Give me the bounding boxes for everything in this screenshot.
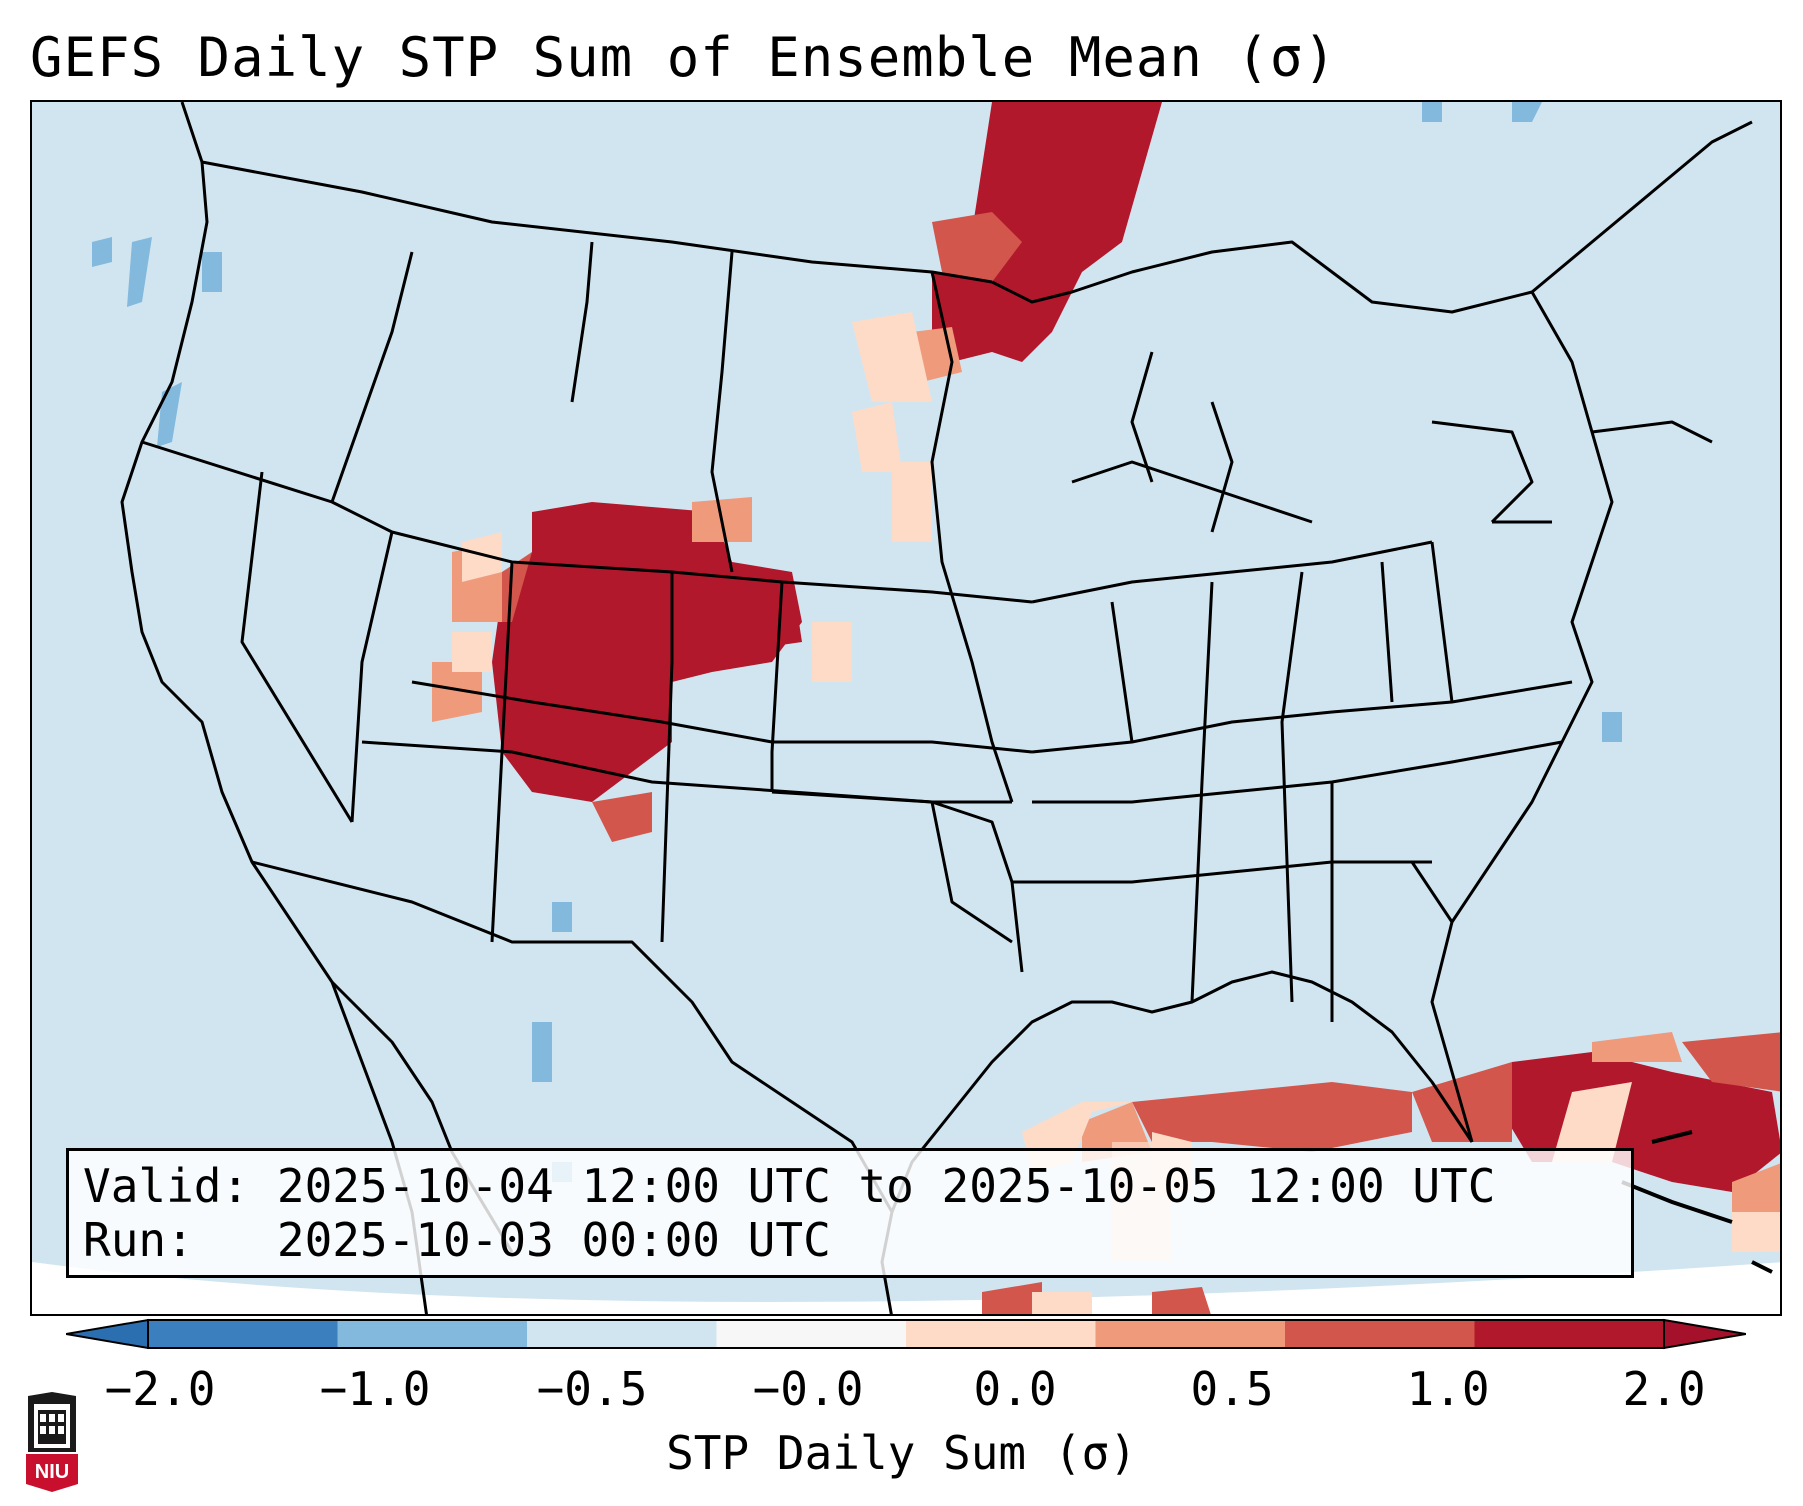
colorbar-segment bbox=[148, 1320, 338, 1348]
colorbar-segment bbox=[527, 1320, 717, 1348]
colorbar-tick: 0.0 bbox=[973, 1362, 1057, 1416]
colorbar-segment bbox=[337, 1320, 528, 1348]
colorbar-tick: 2.0 bbox=[1622, 1362, 1706, 1416]
colorbar-segment bbox=[716, 1320, 907, 1348]
colorbar-segment bbox=[1095, 1320, 1286, 1348]
colorbar-segment bbox=[1474, 1320, 1665, 1348]
run-label: Run: bbox=[83, 1213, 194, 1267]
niu-logo-icon: NIU bbox=[26, 1392, 78, 1492]
projection-edge bbox=[32, 1262, 1780, 1314]
map-panel[interactable] bbox=[30, 100, 1782, 1316]
colorbar-tick: −0.0 bbox=[752, 1362, 864, 1416]
map-canvas bbox=[32, 102, 1780, 1314]
valid-label: Valid: bbox=[83, 1159, 250, 1213]
colorbar-segment bbox=[906, 1320, 1096, 1348]
colorbar bbox=[66, 1318, 1746, 1350]
political-boundaries bbox=[120, 102, 1753, 1314]
valid-range: 2025-10-04 12:00 UTC to 2025-10-05 12:00… bbox=[276, 1159, 1496, 1213]
colorbar-extend-high bbox=[1663, 1318, 1746, 1350]
colorbar-segments bbox=[66, 1318, 1746, 1350]
stp-field-high bbox=[492, 102, 1780, 1192]
map-title: GEFS Daily STP Sum of Ensemble Mean (σ) bbox=[30, 26, 1337, 89]
run-time: 2025-10-03 00:00 UTC bbox=[276, 1213, 831, 1267]
colorbar-label: STP Daily Sum (σ) bbox=[666, 1426, 1137, 1480]
colorbar-tick: −0.5 bbox=[536, 1362, 648, 1416]
valid-time-box: Valid: 2025-10-04 12:00 UTC to 2025-10-0… bbox=[66, 1148, 1634, 1278]
colorbar-tick: −1.0 bbox=[319, 1362, 431, 1416]
colorbar-outline bbox=[147, 1319, 1665, 1349]
colorbar-tick: 1.0 bbox=[1406, 1362, 1490, 1416]
colorbar-tick: 0.5 bbox=[1190, 1362, 1274, 1416]
svg-text:NIU: NIU bbox=[35, 1461, 69, 1483]
colorbar-extend-low bbox=[66, 1318, 149, 1350]
stp-field-negative bbox=[92, 102, 1622, 1182]
colorbar-tick: −2.0 bbox=[104, 1362, 216, 1416]
colorbar-segment bbox=[1285, 1320, 1475, 1348]
caribbean-islands bbox=[1621, 1130, 1773, 1274]
